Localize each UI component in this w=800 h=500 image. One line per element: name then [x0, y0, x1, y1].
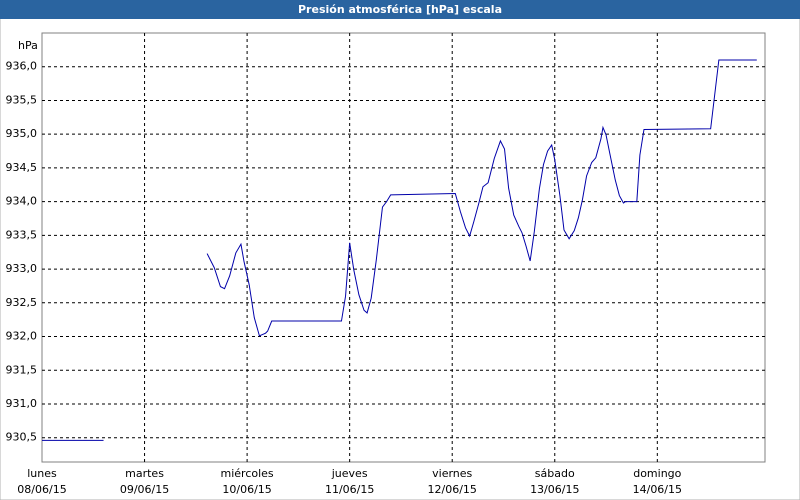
x-tick-date: 09/06/15 — [120, 483, 169, 496]
chart-title: Presión atmosférica [hPa] escala — [298, 3, 502, 16]
x-tick-date: 10/06/15 — [222, 483, 271, 496]
y-tick-label: 930,5 — [6, 431, 38, 444]
y-tick-label: 932,0 — [6, 330, 38, 343]
y-tick-label: 935,5 — [6, 93, 38, 106]
y-tick-label: 931,5 — [6, 363, 38, 376]
y-tick-label: 933,0 — [6, 262, 38, 275]
x-tick-label: jueves — [331, 467, 368, 480]
x-tick-date: 14/06/15 — [633, 483, 682, 496]
plot-frame — [41, 32, 766, 463]
x-tick-date: 08/06/15 — [17, 483, 66, 496]
x-tick-label: domingo — [633, 467, 681, 480]
title-bar — [0, 0, 800, 19]
y-tick-label: 934,0 — [6, 195, 38, 208]
y-tick-label: 931,0 — [6, 397, 38, 410]
line-series — [42, 59, 757, 441]
y-axis-unit: hPa — [18, 39, 38, 52]
y-tick-label: 932,5 — [6, 296, 38, 309]
x-tick-date: 13/06/15 — [530, 483, 579, 496]
y-tick-label: 933,5 — [6, 228, 38, 241]
x-tick-date: 12/06/15 — [428, 483, 477, 496]
y-tick-label: 935,0 — [6, 127, 38, 140]
y-tick-label: 936,0 — [6, 60, 38, 73]
x-tick-label: lunes — [27, 467, 57, 480]
x-tick-label: miércoles — [221, 467, 274, 480]
x-tick-date: 11/06/15 — [325, 483, 374, 496]
x-tick-label: sábado — [535, 467, 575, 480]
x-tick-label: viernes — [432, 467, 472, 480]
y-tick-label: 934,5 — [6, 161, 38, 174]
x-tick-label: martes — [125, 467, 164, 480]
